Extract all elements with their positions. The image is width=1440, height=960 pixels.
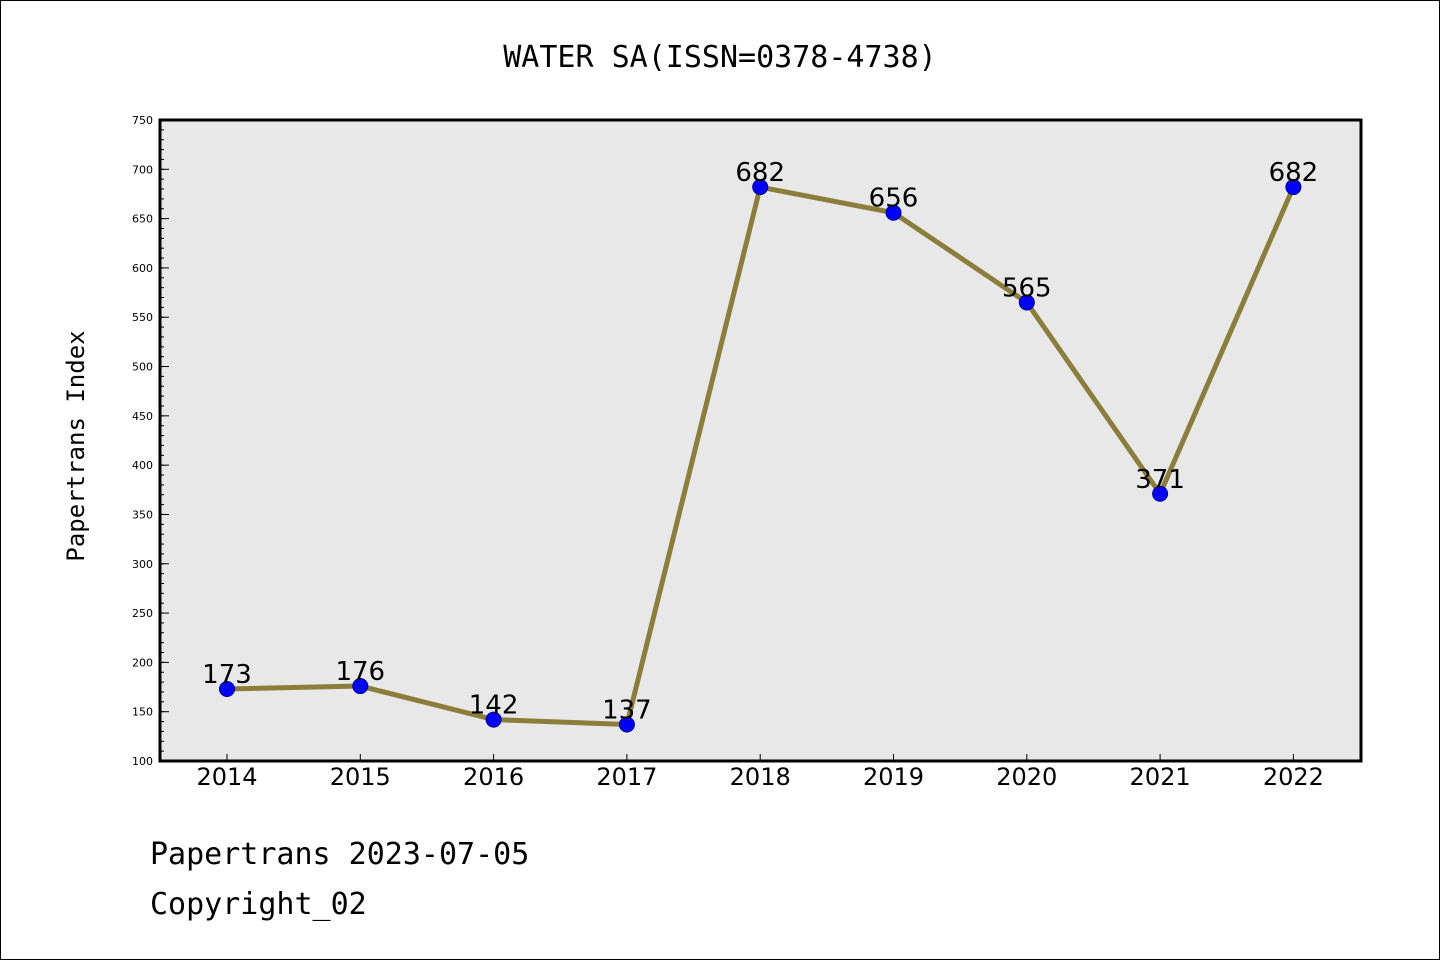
x-tick-label: 2019	[863, 763, 924, 791]
y-axis-label: Papertrans Index	[62, 330, 90, 561]
x-tick-label: 2017	[596, 763, 657, 791]
y-tick-label: 750	[132, 114, 153, 127]
y-tick-label: 550	[132, 311, 153, 324]
data-point	[752, 179, 769, 196]
data-label: 176	[335, 657, 385, 687]
y-tick-label: 450	[132, 410, 153, 423]
y-tick-label: 250	[132, 607, 153, 620]
data-point	[219, 681, 235, 698]
y-tick-label: 500	[132, 361, 153, 374]
data-label: 137	[602, 696, 652, 726]
y-tick-label: 350	[132, 508, 153, 521]
y-tick-label: 600	[132, 262, 153, 275]
data-point	[1018, 294, 1035, 311]
data-label: 173	[202, 660, 252, 690]
y-axis: 100 150 200 250 300 350 400 450 500 550 600 650 700 7…	[132, 114, 169, 768]
chart-title: WATER SA(ISSN=0378-4738)	[503, 40, 936, 75]
data-label: 682	[735, 158, 785, 188]
plot-area	[158, 118, 1363, 763]
y-tick-label: 300	[132, 558, 153, 571]
footer-date: Papertrans 2023-07-05	[150, 837, 529, 872]
data-point	[1285, 179, 1302, 196]
footer-copyright: Copyright_02	[150, 887, 367, 922]
data-label: 142	[469, 691, 519, 721]
data-point	[485, 711, 502, 728]
x-tick-label: 2014	[196, 763, 257, 791]
x-tick-label: 2016	[463, 763, 524, 791]
y-tick-label: 700	[132, 163, 153, 176]
x-tick-label: 2018	[730, 763, 791, 791]
data-label: 565	[1002, 273, 1052, 303]
data-point	[352, 678, 369, 695]
data-label: 371	[1135, 465, 1185, 495]
y-tick-label: 400	[132, 459, 153, 472]
x-tick-label: 2015	[330, 763, 391, 791]
data-label: 682	[1269, 158, 1319, 188]
data-point	[618, 716, 635, 733]
x-axis: 2014 2015 2016 2017 2018 2019 2020 2021 2022	[196, 754, 1324, 791]
y-tick-label: 650	[132, 213, 153, 226]
x-tick-label: 2021	[1130, 763, 1191, 791]
x-tick-label: 2020	[996, 763, 1057, 791]
y-tick-label: 200	[132, 656, 153, 669]
series-layer: 173 176 142 137 682 656 565 371 682	[202, 158, 1319, 733]
y-tick-label: 100	[132, 755, 153, 768]
data-point	[885, 204, 902, 221]
y-tick-label: 150	[132, 706, 153, 719]
data-label: 656	[869, 184, 919, 214]
x-tick-label: 2022	[1263, 763, 1324, 791]
data-point	[1152, 485, 1169, 502]
